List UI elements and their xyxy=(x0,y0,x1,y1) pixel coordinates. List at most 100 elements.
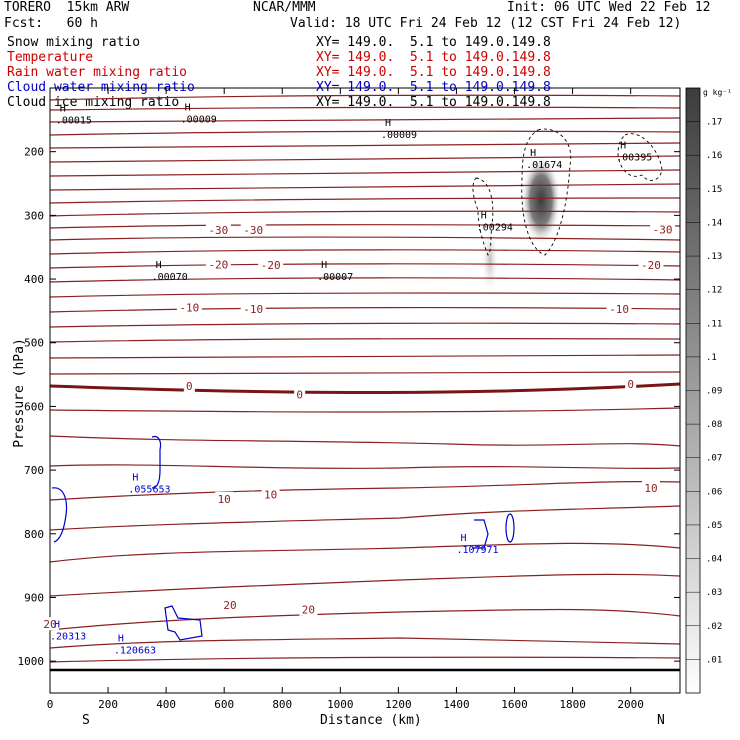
x-end-label-south: S xyxy=(82,713,90,728)
field-cloud-ice-name: Cloud ice mixing ratio xyxy=(7,95,180,110)
colorbar-tick-label: .16 xyxy=(706,151,722,161)
isotherm-label: 0 xyxy=(186,380,193,393)
isotherm-label: 20 xyxy=(302,604,315,617)
isotherm-label: 10 xyxy=(264,488,277,501)
isotherm-label-bg xyxy=(240,301,266,315)
maximum-value-label: .00009 xyxy=(181,114,217,125)
maximum-value-label: .00070 xyxy=(152,272,188,283)
x-axis-title: Distance (km) xyxy=(320,713,422,728)
colorbar-ticks: .01 .02 .03 .04 .05 .06 .07 .08 .09 .1 .11 .12 .13 .1… xyxy=(686,118,722,665)
isotherm-label-bg xyxy=(299,602,318,616)
forecast-hour: Fcst: 60 h xyxy=(4,16,98,31)
isotherm-label-bg xyxy=(183,379,195,393)
x-tick-label: 400 xyxy=(156,698,176,711)
isotherm-label-bg xyxy=(606,301,632,315)
colorbar-tick-label: .1 xyxy=(706,353,717,363)
isotherm-label: -20 xyxy=(641,259,661,272)
x-tick-label: 600 xyxy=(214,698,234,711)
colorbar-tick-label: .02 xyxy=(706,622,722,632)
x-tick-label: 1800 xyxy=(559,698,586,711)
isotherm-label: 10 xyxy=(218,493,231,506)
isotherm-label-bg xyxy=(205,223,231,237)
isotherm-label-bg xyxy=(221,598,239,612)
y-tick-label: 300 xyxy=(24,209,44,222)
maximum-value-label: .00007 xyxy=(317,272,353,283)
isotherm-label: -20 xyxy=(208,258,228,271)
maximum-marker-h: H xyxy=(321,260,327,271)
isotherm-label: -20 xyxy=(261,259,281,272)
isotherm-label-bg xyxy=(650,222,676,236)
cloud-water-contours xyxy=(51,435,515,641)
maximum-value-label: .00009 xyxy=(381,130,417,141)
maximum-value-label: .00395 xyxy=(616,153,652,164)
colorbar-tick-label: .09 xyxy=(706,387,722,397)
maximum-marker-h: H xyxy=(620,141,626,152)
x-axis-ticks: 0 200 400 600 800 1000 1200 1400 1600 1800 2000 xyxy=(47,88,644,711)
maximum-marker-h: H xyxy=(60,104,66,115)
x-tick-label: 1000 xyxy=(327,698,354,711)
maximum-value-label: .00015 xyxy=(56,116,92,127)
isotherm-label: -10 xyxy=(243,303,263,316)
x-end-label-north: N xyxy=(657,713,665,728)
isotherm-label: -30 xyxy=(243,224,263,237)
y-tick-label: 600 xyxy=(24,400,44,413)
snow-core-shading xyxy=(521,155,561,245)
isotherm-label-bg xyxy=(294,387,306,401)
y-tick-label: 400 xyxy=(24,273,44,286)
temperature-labels: -30 -30 -30 -20 -20 -20 -10 -10 -10 0 0 0 10 10 10 20 20… xyxy=(41,222,676,631)
x-tick-label: 1200 xyxy=(385,698,412,711)
colorbar-tick-label: .14 xyxy=(706,218,722,228)
colorbar-tick-label: .04 xyxy=(706,555,722,565)
isotherm-label-bg xyxy=(240,223,266,237)
isotherm-label: 20 xyxy=(43,618,56,631)
maximum-value-label: .01674 xyxy=(526,160,562,171)
y-tick-label: 800 xyxy=(24,528,44,541)
isotherm-label-bg xyxy=(176,300,202,314)
maximum-marker-h: H xyxy=(385,118,391,129)
maximum-marker-h: H xyxy=(118,633,124,644)
x-tick-label: 0 xyxy=(47,698,54,711)
x-tick-label: 1600 xyxy=(501,698,528,711)
colorbar-tick-label: .06 xyxy=(706,487,722,497)
isotherm-label-bg xyxy=(641,480,660,494)
isotherm-label-bg xyxy=(638,258,664,272)
isotherm-label: 10 xyxy=(644,482,657,495)
field-cloud-ice-xy: XY= 149.0. 5.1 to 149.0.149.8 xyxy=(316,95,551,110)
init-time: Init: 06 UTC Wed 22 Feb 12 xyxy=(507,0,711,15)
maximum-value-label: .20313 xyxy=(50,631,86,642)
field-snow-name: Snow mixing ratio xyxy=(7,35,141,50)
maximum-marker-h: H xyxy=(185,102,191,113)
y-tick-label: 200 xyxy=(24,146,44,159)
isotherm-label: -10 xyxy=(609,303,629,316)
colorbar-tick-label: .15 xyxy=(706,185,722,195)
colorbar-tick-label: .17 xyxy=(706,118,722,128)
colorbar-tick-label: .11 xyxy=(706,319,722,329)
isotherm-label: -30 xyxy=(208,224,228,237)
maximum-marker-h: H xyxy=(530,148,536,159)
isotherm-label-bg xyxy=(215,491,234,505)
cloud-ice-contours xyxy=(472,128,663,256)
colorbar-tick-label: .12 xyxy=(706,286,722,296)
maximum-marker-h: H xyxy=(460,533,466,544)
isotherm-label: 0 xyxy=(627,378,634,391)
y-tick-label: 900 xyxy=(24,591,44,604)
isotherm-label: -30 xyxy=(653,223,673,236)
maximum-marker-h: H xyxy=(54,619,60,630)
model-title: TORERO 15km ARW xyxy=(4,0,130,15)
colorbar-tick-label: .13 xyxy=(706,252,722,262)
field-snow-xy: XY= 149.0. 5.1 to 149.0.149.8 xyxy=(316,35,551,50)
maximum-value-label: .00294 xyxy=(477,223,513,234)
x-tick-label: 800 xyxy=(272,698,292,711)
isotherm-label-bg xyxy=(41,617,59,631)
isotherm-label-bg xyxy=(258,258,284,272)
maximum-value-label: .120663 xyxy=(114,645,156,656)
colorbar-tick-label: .05 xyxy=(706,521,722,531)
x-tick-label: 200 xyxy=(98,698,118,711)
isotherm-label: -10 xyxy=(179,302,199,315)
colorbar-tick-label: .08 xyxy=(706,420,722,430)
y-tick-label: 700 xyxy=(24,464,44,477)
isotherm-label: 0 xyxy=(296,388,303,401)
